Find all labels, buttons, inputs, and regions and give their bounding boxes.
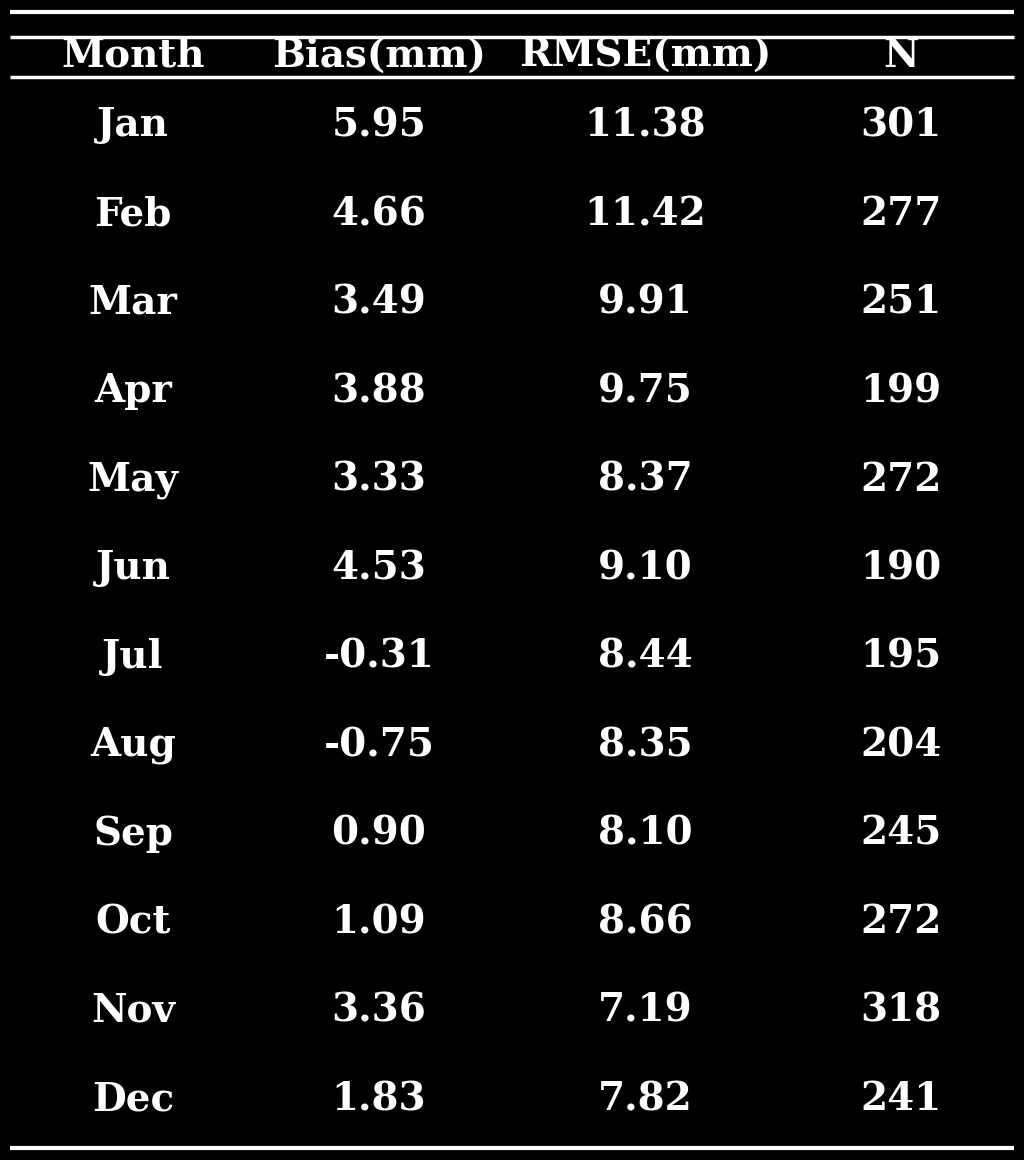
Text: 251: 251 [860, 283, 942, 321]
Text: 199: 199 [860, 372, 942, 411]
Text: Oct: Oct [95, 904, 171, 942]
Text: 245: 245 [860, 814, 942, 853]
Text: -0.31: -0.31 [324, 638, 434, 676]
Text: 9.91: 9.91 [598, 283, 692, 321]
Text: Mar: Mar [89, 283, 177, 321]
Text: 8.66: 8.66 [598, 904, 692, 942]
Text: Jun: Jun [95, 549, 171, 587]
Text: Feb: Feb [94, 195, 172, 233]
Text: 3.33: 3.33 [332, 461, 426, 499]
Text: 241: 241 [860, 1080, 942, 1118]
Text: N: N [884, 37, 919, 74]
Text: 5.95: 5.95 [332, 107, 426, 145]
Text: 272: 272 [860, 904, 942, 942]
Text: 8.35: 8.35 [598, 726, 692, 764]
Text: Sep: Sep [93, 814, 173, 853]
Text: RMSE(mm): RMSE(mm) [519, 37, 771, 74]
Text: Aug: Aug [90, 726, 176, 764]
Text: 1.83: 1.83 [332, 1080, 426, 1118]
Text: 277: 277 [860, 195, 942, 233]
Text: 4.53: 4.53 [332, 549, 426, 587]
Text: 9.10: 9.10 [598, 549, 692, 587]
Text: 4.66: 4.66 [332, 195, 426, 233]
Text: 301: 301 [860, 107, 942, 145]
Text: 318: 318 [860, 992, 942, 1030]
Text: 204: 204 [860, 726, 942, 764]
Text: 8.37: 8.37 [598, 461, 692, 499]
Text: 3.49: 3.49 [332, 283, 426, 321]
Text: Dec: Dec [92, 1080, 174, 1118]
Text: -0.75: -0.75 [324, 726, 434, 764]
Text: 7.19: 7.19 [598, 992, 692, 1030]
Text: 11.42: 11.42 [585, 195, 706, 233]
Text: 190: 190 [860, 549, 942, 587]
Text: May: May [88, 461, 178, 499]
Text: 7.82: 7.82 [598, 1080, 692, 1118]
Text: 8.10: 8.10 [598, 814, 692, 853]
Text: Bias(mm): Bias(mm) [272, 37, 485, 74]
Text: Nov: Nov [91, 992, 175, 1030]
Text: 8.44: 8.44 [598, 638, 692, 676]
Text: 1.09: 1.09 [332, 904, 426, 942]
Text: Jul: Jul [102, 638, 164, 676]
Text: Apr: Apr [94, 372, 172, 411]
Text: 9.75: 9.75 [598, 372, 692, 411]
Text: 272: 272 [860, 461, 942, 499]
Text: 0.90: 0.90 [332, 814, 426, 853]
Text: 195: 195 [860, 638, 942, 676]
Text: Month: Month [61, 37, 205, 74]
Text: 3.36: 3.36 [332, 992, 426, 1030]
Text: 3.88: 3.88 [332, 372, 426, 411]
Text: Jan: Jan [97, 107, 169, 145]
Text: 11.38: 11.38 [585, 107, 706, 145]
